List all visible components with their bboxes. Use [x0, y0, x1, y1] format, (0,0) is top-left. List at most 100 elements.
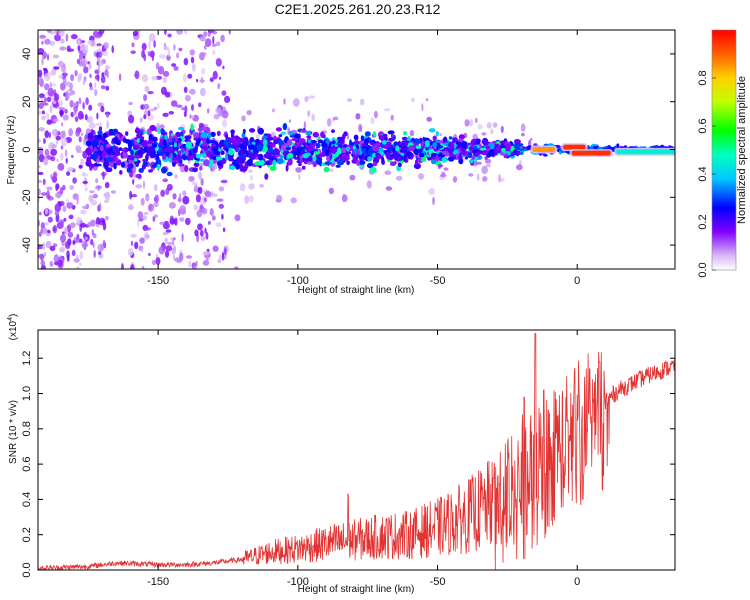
spectrum-band-blob	[176, 154, 182, 161]
spectrum-noise-blob	[59, 110, 64, 116]
spectrum-noise-blob	[248, 170, 252, 173]
spectrum-noise-blob	[79, 165, 83, 169]
spectrum-noise-blob	[58, 163, 65, 171]
spectrum-noise-blob	[77, 59, 80, 64]
spectrum-noise-blob	[93, 31, 99, 37]
spectrum-band-blob	[173, 147, 180, 150]
spectrum-noise-blob	[102, 171, 105, 180]
spectrum-band-blob	[394, 155, 401, 161]
spectrum-noise-blob	[130, 264, 135, 272]
spectrum-band-blob	[128, 163, 134, 169]
spectrum-band-blob	[274, 139, 279, 144]
spectrum-band-blob	[320, 132, 324, 138]
spectrum-band-blob	[228, 144, 234, 148]
spectrum-band-blob	[133, 145, 139, 150]
spectrum-band-blob	[469, 159, 474, 163]
spectrum-noise-blob	[191, 104, 194, 111]
spectrogram-y-tick-label: 20	[21, 96, 33, 108]
spectrum-noise-blob	[141, 248, 143, 252]
spectrum-noise-blob	[93, 242, 95, 248]
spectrum-noise-blob	[311, 114, 315, 121]
spectrum-noise-blob	[70, 74, 74, 81]
spectrum-noise-blob	[224, 247, 227, 256]
spectrum-noise-blob	[50, 174, 52, 179]
spectrum-noise-blob	[219, 186, 225, 191]
spectrum-noise-blob	[41, 41, 43, 45]
spectrum-noise-blob	[212, 36, 214, 44]
spectrum-noise-blob	[45, 208, 48, 214]
spectrum-noise-blob	[103, 222, 106, 230]
spectrum-band-blob	[154, 144, 157, 148]
spectrum-noise-blob	[469, 119, 473, 126]
spectrum-noise-blob	[259, 184, 264, 188]
colorbar-tick-label: 0.8	[697, 70, 709, 85]
spectrum-noise-blob	[94, 82, 96, 88]
spectrum-band-blob	[337, 160, 344, 165]
spectrum-band-blob	[235, 163, 239, 170]
spectrum-noise-blob	[219, 77, 221, 80]
spectrum-noise-blob	[188, 176, 195, 182]
spectrum-noise-blob	[58, 260, 63, 268]
colorbar-label: Normalized spectral amplitude	[736, 76, 748, 224]
spectrum-band-blob	[113, 129, 119, 134]
spectrum-band-blob	[242, 139, 249, 146]
spectrum-band-blob	[458, 142, 462, 147]
spectrum-band-blob	[276, 127, 282, 131]
spectrum-noise-blob	[73, 91, 76, 95]
spectrum-band-blob	[85, 148, 91, 154]
spectrum-band-blob	[403, 131, 407, 135]
spectrum-noise-blob	[182, 233, 184, 242]
spectrum-noise-blob	[132, 179, 134, 185]
spectrum-noise-blob	[131, 42, 134, 47]
spectrum-tone-segment	[563, 145, 585, 150]
spectrum-band-blob	[166, 151, 170, 156]
spectrum-band-blob	[148, 169, 153, 172]
spectrum-band-blob	[505, 153, 508, 157]
snr-y-tick-label: 0.0	[21, 562, 33, 577]
spectrum-noise-blob	[61, 122, 63, 126]
spectrum-noise-blob	[307, 110, 310, 117]
spectrum-noise-blob	[76, 234, 79, 240]
spectrum-noise-blob	[36, 110, 42, 115]
spectrum-noise-blob	[215, 107, 221, 113]
spectrum-noise-blob	[64, 109, 68, 114]
spectrum-noise-blob	[142, 266, 145, 271]
spectrum-noise-blob	[235, 214, 241, 221]
spectrum-noise-blob	[93, 194, 98, 199]
spectrum-noise-blob	[78, 97, 81, 104]
spectrum-noise-blob	[391, 115, 394, 121]
spectrum-band-blob	[208, 153, 214, 158]
spectrum-noise-blob	[283, 98, 285, 105]
spectrum-band-blob	[115, 146, 118, 150]
spectrum-noise-blob	[475, 162, 482, 165]
spectrum-band-blob	[178, 163, 185, 166]
spectrum-noise-blob	[186, 255, 192, 258]
spectrum-noise-blob	[36, 189, 41, 196]
spectrum-noise-blob	[203, 260, 210, 266]
spectrum-noise-blob	[59, 28, 65, 37]
spectrum-band-blob	[432, 142, 437, 147]
spectrum-noise-blob	[217, 199, 224, 202]
spectrum-band-blob	[137, 138, 140, 143]
spectrum-noise-blob	[87, 116, 93, 123]
spectrum-noise-blob	[112, 45, 114, 53]
spectrum-noise-blob	[43, 138, 46, 144]
spectrum-band-blob	[125, 139, 131, 144]
spectrum-band-blob	[128, 155, 132, 160]
spectrum-noise-blob	[60, 187, 65, 190]
spectrum-noise-blob	[63, 78, 67, 85]
spectrum-noise-blob	[60, 153, 64, 161]
spectrum-noise-blob	[41, 222, 45, 229]
spectrum-noise-blob	[224, 96, 230, 103]
spectrum-band-blob	[163, 139, 167, 146]
spectrogram-x-axis-label: Height of straight line (km)	[298, 285, 415, 296]
spectrum-band-blob	[157, 128, 160, 134]
spectrum-band-blob	[234, 135, 239, 140]
spectrum-band-blob	[379, 135, 385, 140]
spectrum-band-blob	[331, 140, 335, 144]
spectrum-noise-blob	[128, 204, 133, 211]
spectrum-band-blob	[287, 139, 292, 145]
spectrum-noise-blob	[185, 218, 191, 225]
spectrum-band-blob	[370, 142, 375, 146]
spectrum-noise-blob	[107, 71, 109, 79]
